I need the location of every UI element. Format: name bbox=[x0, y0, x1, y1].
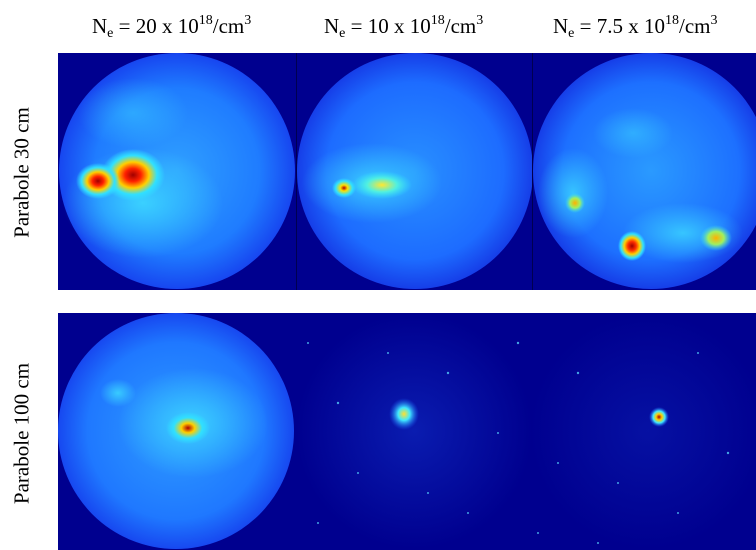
beam-image-30cm-10 bbox=[297, 53, 532, 290]
image-row-parabole-100 bbox=[58, 313, 756, 550]
beam-image-30cm-7_5 bbox=[533, 53, 756, 290]
image-row-parabole-30 bbox=[58, 53, 756, 290]
column-header-1: Ne = 20 x 1018/cm3 bbox=[92, 13, 252, 41]
row-label-2: Parabole 100 cm bbox=[9, 362, 34, 505]
panel-divider bbox=[296, 53, 297, 290]
row-label-1: Parabole 30 cm bbox=[9, 107, 34, 238]
column-header-3: Ne = 7.5 x 1018/cm3 bbox=[553, 13, 718, 41]
beam-image-30cm-20 bbox=[58, 53, 296, 290]
panel-divider bbox=[532, 53, 533, 290]
beam-image-strip-100cm bbox=[58, 313, 756, 549]
column-header-2: Ne = 10 x 1018/cm3 bbox=[324, 13, 484, 41]
